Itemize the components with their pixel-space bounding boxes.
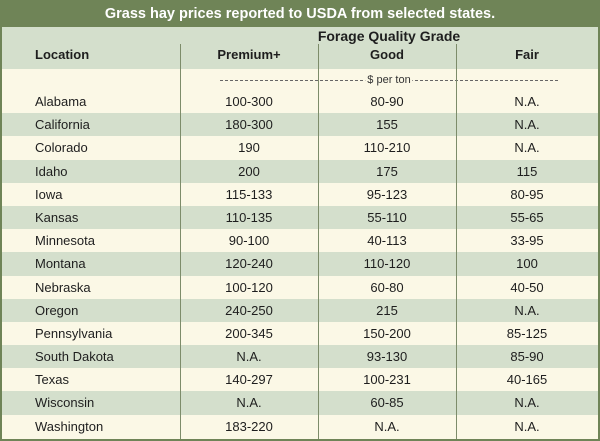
- column-header-good: Good: [370, 47, 404, 62]
- table-row: Nebraska 100-120 60-80 40-50: [2, 275, 598, 299]
- table-row: Texas 140-297 100-231 40-165: [2, 368, 598, 392]
- column-divider: [456, 44, 457, 439]
- table-row: Montana 120-240 110-120 100: [2, 252, 598, 276]
- cell-fair: 55-65: [510, 209, 544, 225]
- table-row: California 180-300 155 N.A.: [2, 113, 598, 137]
- cell-location: Pennsylvania: [35, 325, 113, 341]
- cell-good: 110-120: [363, 256, 411, 272]
- cell-premium: N.A.: [236, 349, 262, 365]
- units-label: $ per ton: [365, 74, 413, 86]
- cell-good: 95-123: [366, 186, 408, 202]
- cell-fair: 80-95: [510, 186, 544, 202]
- cell-location: Iowa: [35, 186, 63, 202]
- cell-location: Nebraska: [35, 279, 91, 295]
- cell-fair: 40-165: [506, 372, 548, 388]
- cell-location: Minnesota: [35, 233, 95, 249]
- table-row: South Dakota N.A. 93-130 85-90: [2, 345, 598, 369]
- table-body: Alabama 100-300 80-90 N.A. California 180-300…: [2, 90, 598, 438]
- cell-good: 175: [376, 163, 398, 179]
- cell-premium: 180-300: [225, 117, 273, 133]
- column-header-location: Location: [35, 47, 90, 62]
- cell-good: 55-110: [367, 209, 407, 225]
- cell-fair: 85-125: [506, 325, 548, 341]
- column-header-fair: Fair: [515, 47, 539, 62]
- table-row: Iowa 115-133 95-123 80-95: [2, 182, 598, 206]
- cell-premium: 183-220: [225, 418, 273, 434]
- cell-fair: 85-90: [510, 349, 544, 365]
- table-row: Colorado 190 110-210 N.A.: [2, 136, 598, 160]
- cell-good: 100-231: [363, 372, 411, 388]
- cell-location: Texas: [35, 372, 69, 388]
- cell-premium: 100-120: [225, 279, 273, 295]
- cell-premium: 90-100: [228, 233, 270, 249]
- cell-fair: 115: [516, 163, 538, 179]
- cell-fair: N.A.: [514, 94, 540, 109]
- cell-location: Oregon: [35, 302, 79, 318]
- cell-premium: 100-300: [225, 94, 273, 109]
- table-row: Kansas 110-135 55-110 55-65: [2, 205, 598, 230]
- table-title: Grass hay prices reported to USDA from s…: [2, 2, 598, 27]
- column-header-premium: Premium+: [217, 47, 281, 62]
- table-row: Washington 183-220 N.A. N.A.: [2, 414, 598, 438]
- cell-premium: 120-240: [225, 256, 273, 272]
- cell-location: Washington: [35, 418, 104, 434]
- cell-good: 155: [376, 117, 398, 133]
- cell-location: Montana: [35, 256, 86, 272]
- group-label-forage-quality: Forage Quality Grade: [317, 28, 461, 44]
- cell-good: 40-113: [367, 233, 407, 249]
- cell-fair: N.A.: [514, 418, 540, 434]
- cell-fair: N.A.: [514, 140, 540, 156]
- cell-good: 60-85: [370, 395, 404, 411]
- cell-good: 215: [376, 302, 398, 318]
- units-row: $ per ton: [2, 69, 598, 90]
- cell-fair: N.A.: [514, 302, 540, 318]
- cell-location: California: [35, 117, 90, 133]
- cell-location: Alabama: [35, 94, 87, 109]
- table-row: Oregon 240-250 215 N.A.: [2, 298, 598, 322]
- cell-premium: 200: [238, 163, 260, 179]
- cell-good: 60-80: [370, 279, 404, 295]
- cell-location: Wisconsin: [35, 395, 95, 411]
- cell-good: 80-90: [370, 94, 404, 109]
- column-divider: [318, 44, 319, 439]
- cell-premium: N.A.: [236, 395, 262, 411]
- cell-fair: 33-95: [510, 233, 544, 249]
- cell-good: 110-210: [363, 140, 411, 156]
- cell-fair: 40-50: [510, 279, 544, 295]
- cell-location: Idaho: [35, 163, 68, 179]
- cell-location: Kansas: [35, 209, 79, 225]
- cell-premium: 115-133: [225, 186, 273, 202]
- cell-good: N.A.: [374, 418, 400, 434]
- cell-fair: 100: [516, 256, 538, 272]
- table-row: Pennsylvania 200-345 150-200 85-125: [2, 321, 598, 346]
- cell-location: South Dakota: [35, 349, 114, 365]
- cell-premium: 200-345: [225, 325, 273, 341]
- units-divider: $ per ton: [220, 74, 558, 86]
- cell-location: Colorado: [35, 140, 88, 156]
- column-divider: [180, 44, 181, 439]
- cell-good: 150-200: [363, 325, 411, 341]
- table-row: Wisconsin N.A. 60-85 N.A.: [2, 391, 598, 415]
- table-header: Forage Quality Grade Location Premium+ G…: [2, 27, 598, 69]
- cell-premium: 190: [238, 140, 260, 156]
- cell-premium: 140-297: [225, 372, 273, 388]
- table-row: Alabama 100-300 80-90 N.A.: [2, 90, 598, 114]
- cell-good: 93-130: [366, 349, 408, 365]
- table-row: Idaho 200 175 115: [2, 159, 598, 183]
- cell-premium: 110-135: [225, 209, 273, 225]
- cell-fair: N.A.: [514, 395, 540, 411]
- cell-fair: N.A.: [514, 117, 540, 133]
- table-row: Minnesota 90-100 40-113 33-95: [2, 229, 598, 253]
- cell-premium: 240-250: [225, 302, 273, 318]
